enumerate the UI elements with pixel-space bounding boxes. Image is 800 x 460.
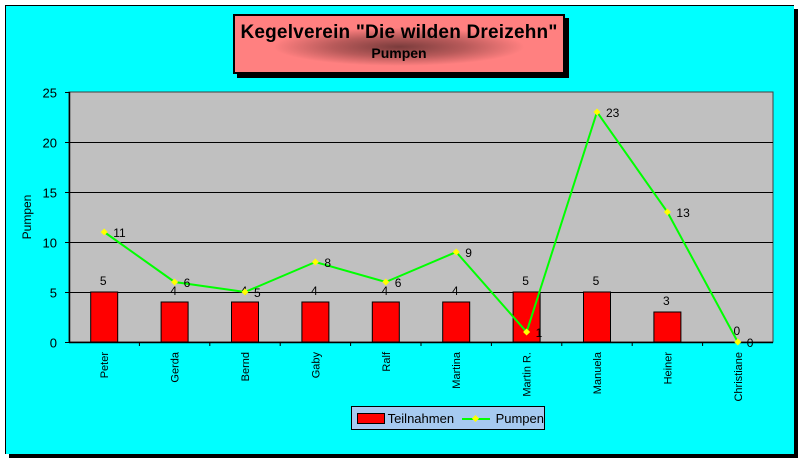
- line-marker-icon: [663, 208, 671, 216]
- bar-value-label: 4: [452, 284, 459, 298]
- line-value-label: 11: [113, 226, 126, 240]
- chart-title-box: Kegelverein "Die wilden Dreizehn" Pumpen: [233, 14, 565, 74]
- chart-title: Kegelverein "Die wilden Dreizehn": [240, 22, 558, 43]
- bar: [160, 301, 189, 343]
- y-tick-label: 25: [43, 86, 57, 101]
- line-marker-icon: [593, 108, 601, 116]
- bar-value-label: 4: [311, 284, 318, 298]
- line-value-label: 6: [184, 276, 191, 290]
- y-tick-label: 15: [43, 186, 57, 201]
- pumpen-line: [103, 109, 739, 343]
- line-value-label: 8: [324, 256, 331, 270]
- bar: [653, 311, 682, 343]
- x-category-label: Bernd: [240, 352, 252, 381]
- legend-bar-swatch-icon: [357, 412, 385, 424]
- y-tick-label: 10: [43, 236, 57, 251]
- line-marker-icon: [382, 278, 390, 286]
- line-marker-icon: [452, 248, 460, 256]
- x-category-label: Manuela: [592, 351, 604, 394]
- line-value-label: 9: [465, 246, 472, 260]
- bar: [583, 291, 611, 343]
- line-marker-icon: [171, 278, 179, 286]
- legend-bar-label: Teilnahmen: [387, 410, 455, 426]
- bar: [301, 301, 330, 343]
- line-marker-icon: [523, 328, 531, 336]
- bar-value-label: 3: [663, 294, 670, 308]
- line-value-label: 13: [676, 206, 690, 220]
- bar-value-label: 5: [522, 274, 529, 288]
- bar-value-label: 5: [100, 274, 107, 288]
- x-category-label: Christiane: [733, 352, 745, 402]
- x-category-label: Heiner: [662, 352, 674, 385]
- x-category-label: Martin R.: [522, 352, 534, 397]
- bar-value-label: 0: [733, 324, 740, 338]
- line-marker-icon: [734, 338, 742, 346]
- legend-line-marker-icon: [462, 414, 490, 423]
- line-value-label: 5: [254, 286, 261, 300]
- bar: [371, 301, 400, 343]
- line-value-label: 1: [536, 326, 543, 340]
- y-tick-label: 20: [43, 136, 57, 151]
- line-value-label: 0: [747, 336, 754, 350]
- line-marker-icon: [100, 228, 108, 236]
- plot-area: [68, 91, 774, 343]
- bar: [90, 291, 119, 343]
- bar-value-label: 4: [381, 284, 388, 298]
- x-category-label: Peter: [99, 352, 111, 379]
- bar: [442, 301, 471, 343]
- x-category-label: Gerda: [170, 351, 182, 382]
- line-value-label: 23: [606, 106, 620, 120]
- y-tick-label: 5: [50, 286, 57, 301]
- bar: [231, 301, 259, 343]
- line-marker-icon: [311, 258, 319, 266]
- legend-line-label: Pumpen: [495, 410, 544, 426]
- bar-value-label: 4: [170, 284, 177, 298]
- x-category-label: Martina: [451, 351, 463, 389]
- y-axis-label: Pumpen: [20, 195, 34, 240]
- line-value-label: 6: [395, 276, 402, 290]
- x-category-label: Gaby: [310, 352, 322, 379]
- line-marker-icon: [241, 288, 249, 296]
- legend: Teilnahmen Pumpen: [351, 406, 545, 430]
- chart-subtitle: Pumpen: [371, 45, 427, 61]
- x-category-label: Ralf: [381, 351, 393, 372]
- bar-value-label: 5: [593, 274, 600, 288]
- y-tick-label: 0: [50, 336, 57, 351]
